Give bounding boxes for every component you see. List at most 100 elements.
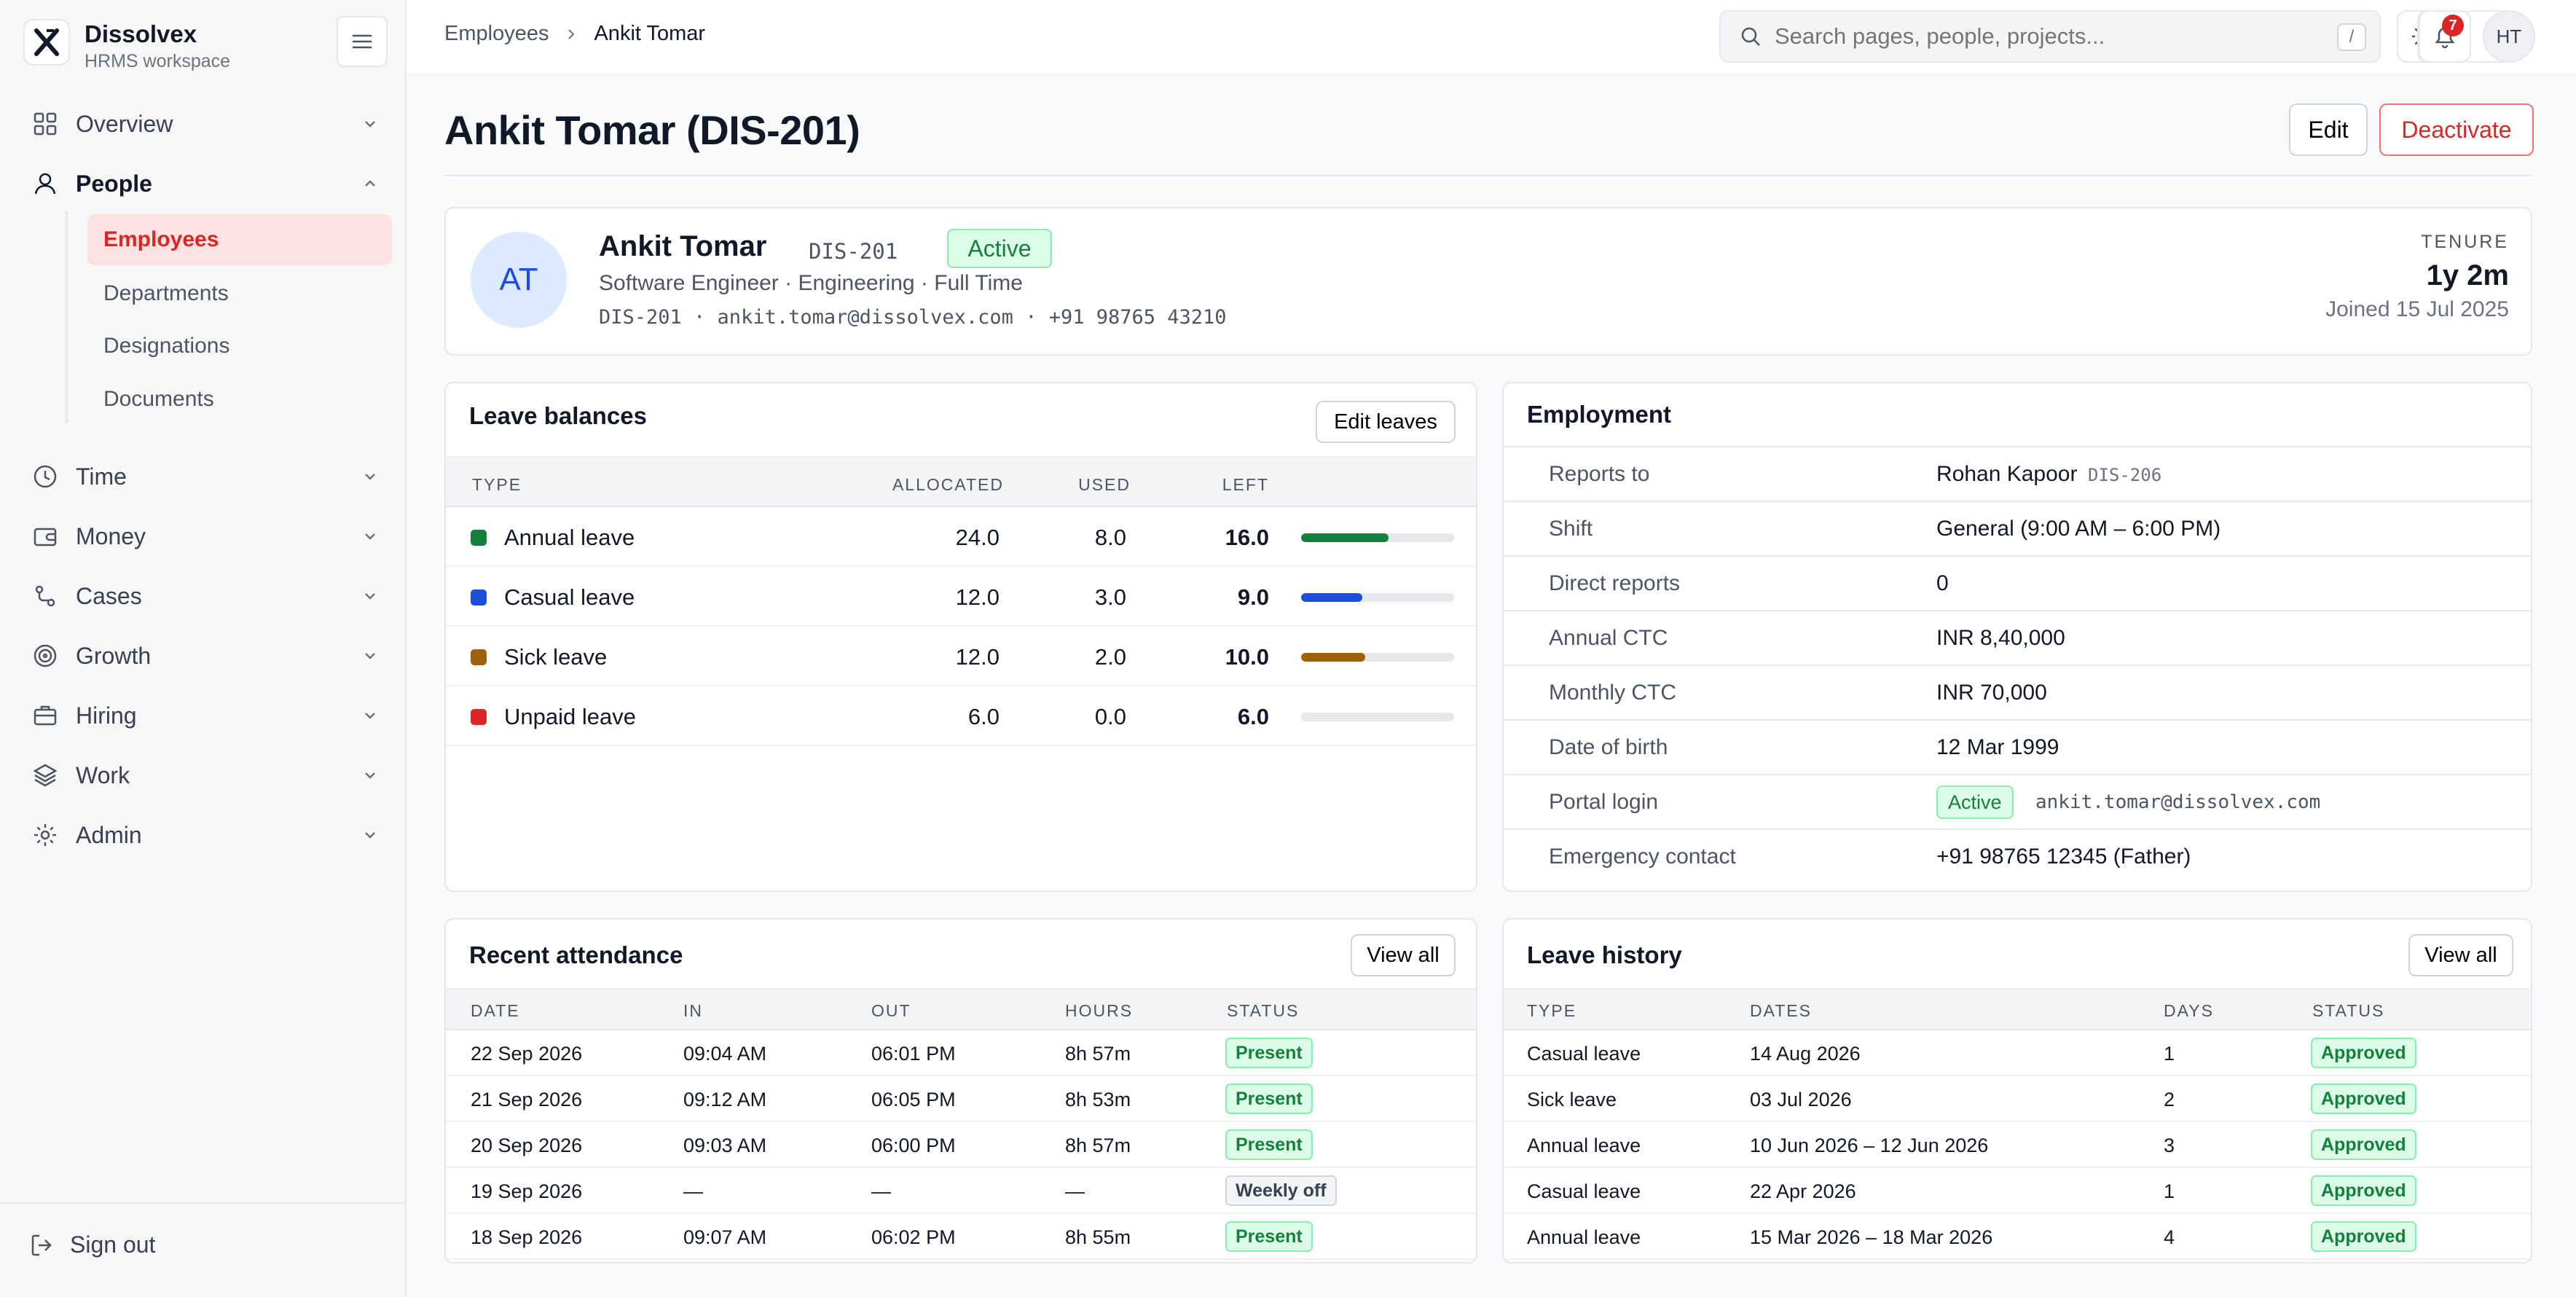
- field-value: INR 8,40,000: [1936, 626, 2065, 650]
- breadcrumb: Employees Ankit Tomar: [444, 22, 705, 46]
- cell-dates: 03 Jul 2026: [1750, 1089, 1852, 1110]
- cell-out: 06:05 PM: [871, 1089, 956, 1110]
- search-shortcut-hint: /: [2337, 23, 2366, 51]
- sidebar-subitem-employees[interactable]: Employees: [87, 214, 392, 265]
- user-avatar-button[interactable]: HT: [2483, 10, 2535, 63]
- leave-progress-fill: [1301, 653, 1365, 662]
- cell-out: 06:02 PM: [871, 1226, 956, 1248]
- column-header: DATES: [1750, 1001, 1812, 1020]
- table-row: Sick leave 12.0 2.0 10.0: [446, 627, 1476, 686]
- edit-button[interactable]: Edit: [2289, 103, 2368, 156]
- cell-in: —: [683, 1180, 703, 1202]
- sidebar-item-people[interactable]: People: [29, 162, 379, 205]
- status-badge: Weekly off: [1225, 1175, 1337, 1206]
- sidebar-subitem-designations[interactable]: Designations: [103, 334, 230, 358]
- sidebar-item-growth[interactable]: Growth: [29, 634, 379, 678]
- sidebar-item-admin[interactable]: Admin: [29, 813, 379, 857]
- sidebar-item-label: Work: [76, 761, 130, 788]
- sign-out-button[interactable]: Sign out: [29, 1231, 155, 1258]
- breadcrumb-employees-link[interactable]: Employees: [444, 22, 549, 45]
- cell-type: Annual leave: [504, 525, 635, 550]
- brand[interactable]: Dissolvex HRMS workspace: [23, 17, 388, 71]
- cell-days: 3: [2164, 1135, 2175, 1156]
- field-label: Portal login: [1549, 790, 1659, 814]
- chevron-down-icon: [365, 832, 375, 839]
- cell-hours: 8h 57m: [1065, 1043, 1131, 1065]
- status-badge: Active: [947, 229, 1052, 268]
- sidebar-item-time[interactable]: Time: [29, 455, 379, 498]
- field-value: General (9:00 AM – 6:00 PM): [1936, 517, 2221, 541]
- table-header: TYPE DATES DAYS STATUS: [1504, 988, 2531, 1030]
- notification-bell-button[interactable]: 7: [2419, 10, 2471, 63]
- sidebar-subitem-departments[interactable]: Departments: [103, 281, 229, 305]
- menu-toggle-button[interactable]: [337, 16, 388, 67]
- leave-progress-bar: [1301, 593, 1454, 602]
- field-label: Emergency contact: [1549, 845, 1736, 869]
- field-label: Date of birth: [1549, 735, 1668, 759]
- column-header: DAYS: [2164, 1001, 2214, 1020]
- column-header: HOURS: [1065, 1001, 1134, 1020]
- sidebar-item-money[interactable]: Money: [29, 514, 379, 558]
- topbar: Employees Ankit Tomar /: [407, 0, 2576, 73]
- status-badge: Present: [1225, 1221, 1313, 1252]
- cell-days: 1: [2164, 1180, 2175, 1202]
- table-row: 18 Sep 2026 09:07 AM 06:02 PM 8h 55m Present: [446, 1214, 1476, 1260]
- cell-dates: 22 Apr 2026: [1750, 1180, 1856, 1202]
- sidebar-item-work[interactable]: Work: [29, 753, 379, 797]
- sidebar-subitem-documents[interactable]: Documents: [103, 387, 214, 411]
- grid-icon: [29, 108, 61, 140]
- deactivate-button[interactable]: Deactivate: [2379, 103, 2534, 156]
- leave-history-view-all-button[interactable]: View all: [2408, 934, 2513, 976]
- edit-leaves-button[interactable]: Edit leaves: [1316, 401, 1456, 443]
- cell-out: —: [871, 1180, 891, 1202]
- leave-color-dot: [471, 589, 487, 606]
- cell-type: Unpaid leave: [504, 704, 636, 729]
- leave-progress-fill: [1301, 593, 1362, 602]
- status-badge: Approved: [2311, 1038, 2416, 1068]
- field-label: Annual CTC: [1549, 626, 1668, 650]
- cell-date: 18 Sep 2026: [471, 1226, 583, 1248]
- sidebar-item-overview[interactable]: Overview: [29, 102, 379, 146]
- leave-balances-card: Leave balances Edit leaves TYPE ALLOCATE…: [444, 382, 1477, 892]
- search-box[interactable]: /: [1719, 10, 2381, 63]
- cell-in: 09:12 AM: [683, 1089, 767, 1110]
- table-row: 21 Sep 2026 09:12 AM 06:05 PM 8h 53m Present: [446, 1076, 1476, 1122]
- status-badge: Approved: [2311, 1175, 2416, 1206]
- leave-progress-bar: [1301, 533, 1454, 542]
- cell-out: 06:01 PM: [871, 1043, 956, 1065]
- employment-row-direct-reports: Direct reports 0: [1504, 555, 2531, 610]
- breadcrumb-current: Ankit Tomar: [594, 22, 706, 45]
- sidebar-item-label: Admin: [76, 821, 142, 848]
- briefcase-icon: [29, 700, 61, 732]
- employment-row-portal-login: Portal login Active ankit.tomar@dissolve…: [1504, 774, 2531, 828]
- reports-to-name[interactable]: Rohan Kapoor: [1936, 462, 2078, 486]
- cell-in: 09:07 AM: [683, 1226, 767, 1248]
- sign-out-icon: [31, 1234, 52, 1255]
- employee-role: Software Engineer · Engineering · Full T…: [599, 271, 1023, 295]
- search-input[interactable]: [1775, 23, 2285, 50]
- cell-hours: 8h 57m: [1065, 1135, 1131, 1156]
- card-title: Leave balances: [469, 402, 647, 429]
- cell-type: Casual leave: [504, 584, 635, 610]
- chevron-down-icon: [365, 593, 375, 600]
- cell-used: 0.0: [1094, 704, 1126, 729]
- cell-hours: 8h 55m: [1065, 1226, 1131, 1248]
- leave-progress-bar: [1301, 713, 1454, 721]
- sidebar-item-cases[interactable]: Cases: [29, 574, 379, 618]
- field-label: Reports to: [1549, 462, 1650, 486]
- chevron-down-icon: [365, 121, 375, 128]
- card-title: Employment: [1527, 401, 1672, 428]
- field-value: 12 Mar 1999: [1936, 735, 2059, 759]
- sidebar-item-hiring[interactable]: Hiring: [29, 694, 379, 737]
- cell-used: 2.0: [1094, 644, 1126, 670]
- attendance-view-all-button[interactable]: View all: [1351, 934, 1456, 976]
- cell-date: 22 Sep 2026: [471, 1043, 583, 1065]
- column-header: OUT: [871, 1001, 911, 1020]
- status-badge: Present: [1225, 1038, 1313, 1068]
- chevron-down-icon: [365, 474, 375, 480]
- cell-date: 20 Sep 2026: [471, 1135, 583, 1156]
- cell-left: 6.0: [1237, 704, 1269, 729]
- leave-history-card: Leave history View all TYPE DATES DAYS S…: [1502, 918, 2532, 1263]
- brand-logo-icon: [23, 19, 70, 66]
- table-header: DATE IN OUT HOURS STATUS: [446, 988, 1476, 1030]
